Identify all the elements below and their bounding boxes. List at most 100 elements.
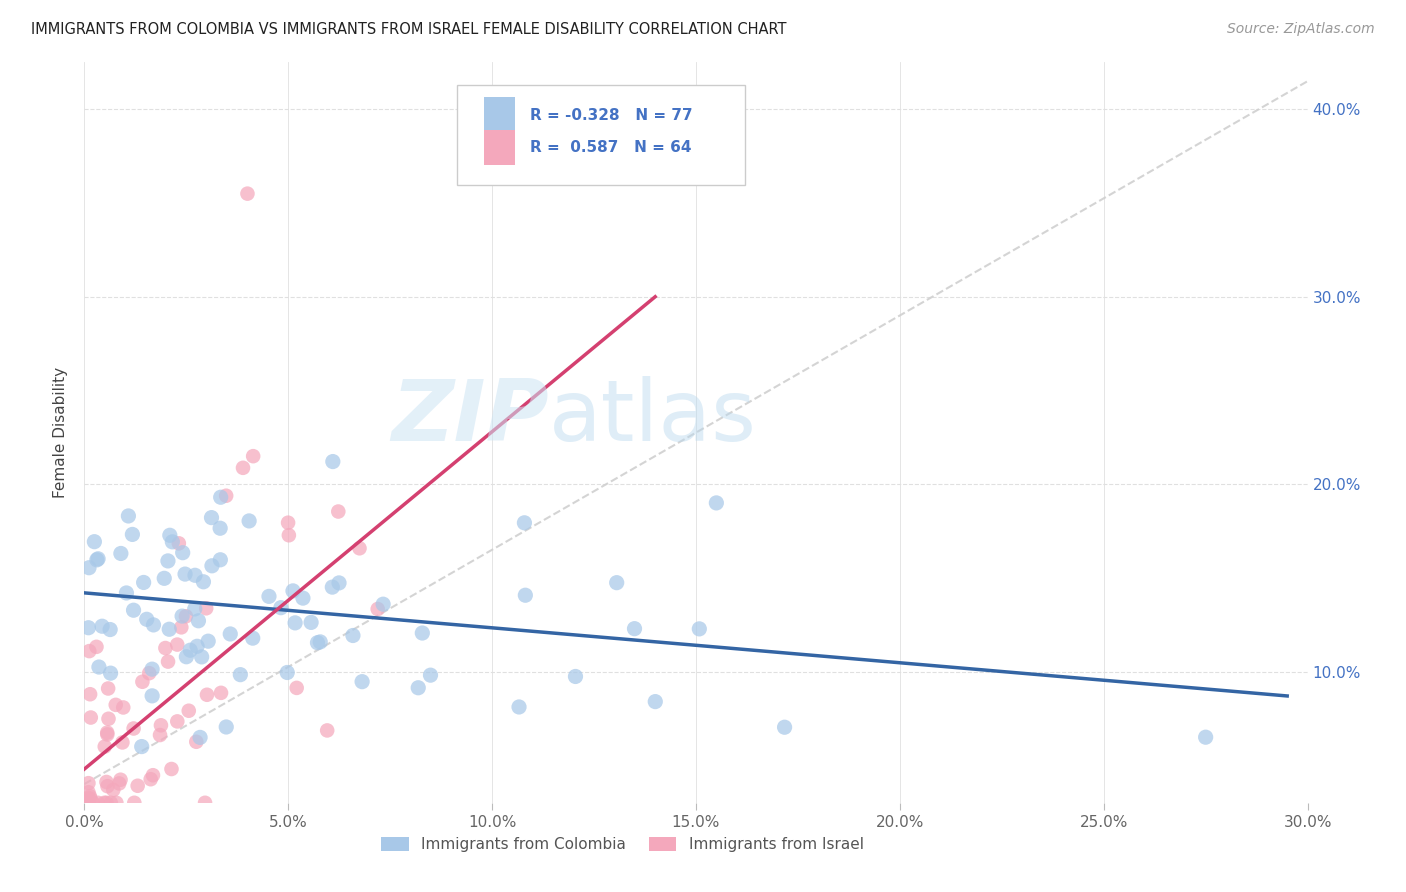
Point [79, 687, 101, 701]
Point [644, 695, 666, 709]
Point [291, 591, 314, 606]
Point [174, 609, 197, 624]
Point [77, 644, 100, 658]
Point [122, 603, 145, 617]
Point [87, 551, 110, 566]
Point [83, 534, 105, 549]
Point [177, 704, 200, 718]
Point [91, 619, 114, 633]
Point [201, 558, 224, 573]
Point [406, 681, 429, 695]
Point [96, 727, 118, 741]
Point [80, 710, 103, 724]
Point [170, 620, 193, 634]
Point [82, 796, 104, 810]
Point [209, 686, 232, 700]
Point [773, 720, 796, 734]
Point [103, 783, 125, 797]
Point [135, 612, 157, 626]
Point [309, 635, 332, 649]
Point [96, 775, 118, 789]
Point [77, 621, 100, 635]
FancyBboxPatch shape [484, 130, 515, 165]
Point [172, 609, 194, 624]
Point [138, 666, 160, 681]
Point [190, 649, 212, 664]
Point [186, 735, 208, 749]
Point [419, 668, 441, 682]
Point [188, 731, 211, 745]
Point [179, 643, 201, 657]
Point [127, 779, 149, 793]
FancyBboxPatch shape [457, 85, 745, 185]
Point [141, 662, 163, 676]
Point [77, 796, 100, 810]
Point [112, 700, 135, 714]
Point [209, 521, 232, 535]
Text: R =  0.587   N = 64: R = 0.587 N = 64 [530, 140, 692, 155]
Point [166, 638, 188, 652]
Point [236, 186, 259, 201]
Point [96, 796, 118, 810]
Point [195, 601, 218, 615]
Point [186, 640, 208, 654]
Point [195, 688, 218, 702]
Point [352, 674, 374, 689]
Point [157, 655, 180, 669]
Point [515, 588, 537, 602]
Point [97, 681, 120, 696]
Point [110, 772, 132, 787]
Point [606, 575, 628, 590]
Text: IMMIGRANTS FROM COLOMBIA VS IMMIGRANTS FROM ISRAEL FEMALE DISABILITY CORRELATION: IMMIGRANTS FROM COLOMBIA VS IMMIGRANTS F… [31, 22, 786, 37]
Point [367, 602, 389, 616]
Point [153, 571, 176, 585]
Point [79, 789, 101, 804]
Point [688, 622, 710, 636]
Point [121, 527, 143, 541]
Point [93, 739, 115, 754]
Point [97, 712, 120, 726]
Point [117, 508, 139, 523]
Point [187, 614, 209, 628]
Point [200, 510, 222, 524]
Point [277, 528, 299, 542]
Point [142, 768, 165, 782]
Text: ZIP: ZIP [391, 376, 550, 459]
Point [111, 735, 134, 749]
Point [77, 785, 100, 799]
Point [349, 541, 371, 556]
Point [316, 723, 339, 738]
Point [238, 514, 260, 528]
Point [93, 796, 115, 810]
Point [564, 669, 586, 683]
Point [299, 615, 322, 630]
Point [149, 718, 172, 732]
Point [209, 490, 232, 504]
Point [307, 636, 329, 650]
Point [87, 660, 110, 674]
Point [160, 762, 183, 776]
Point [411, 626, 433, 640]
Point [108, 776, 131, 790]
Point [176, 649, 198, 664]
Text: Source: ZipAtlas.com: Source: ZipAtlas.com [1227, 22, 1375, 37]
Point [77, 796, 100, 810]
Legend: Immigrants from Colombia, Immigrants from Israel: Immigrants from Colombia, Immigrants fro… [375, 830, 870, 858]
Point [100, 796, 122, 810]
Point [159, 528, 181, 542]
Point [110, 546, 132, 560]
Point [98, 623, 121, 637]
Point [77, 776, 100, 790]
Point [328, 504, 350, 518]
Point [193, 574, 215, 589]
Point [281, 583, 304, 598]
Point [1195, 730, 1218, 744]
Point [174, 567, 197, 582]
Point [242, 631, 264, 645]
Point [100, 666, 122, 681]
Point [328, 575, 350, 590]
Text: R = -0.328   N = 77: R = -0.328 N = 77 [530, 108, 692, 122]
Point [270, 600, 292, 615]
Point [139, 772, 162, 787]
Point [184, 568, 207, 582]
